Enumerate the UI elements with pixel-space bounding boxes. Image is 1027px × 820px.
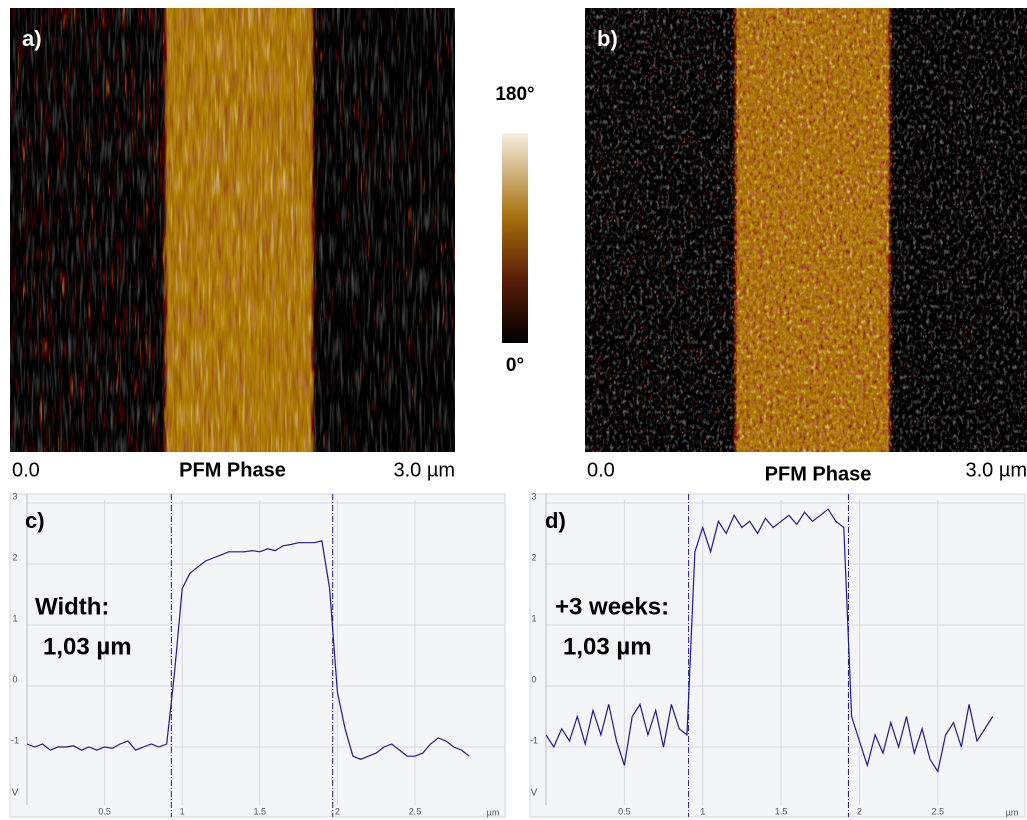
annotation: +3 weeks:: [555, 593, 669, 620]
x-tick-label: 1.5: [775, 806, 788, 816]
colorbar-label: 0°: [506, 355, 524, 376]
y-tick-label: 3: [531, 491, 536, 501]
x-axis-label: µm: [1006, 807, 1019, 817]
y-tick-label: 1: [531, 613, 536, 623]
y-tick-label: 0: [531, 674, 536, 684]
y-tick-label: 1: [12, 613, 17, 623]
x-tick-label: 2: [335, 806, 340, 816]
annotation: 1,03 µm: [563, 633, 652, 660]
y-tick-label: -1: [530, 735, 538, 745]
x-tick-label: 0.5: [618, 806, 631, 816]
x-tick-label: 1.5: [254, 806, 267, 816]
y-axis-label: V: [12, 788, 19, 799]
y-tick-label: 2: [12, 552, 17, 562]
colorbar-label: 180°: [495, 84, 534, 105]
panel-label: d): [545, 508, 566, 533]
panel-label: c): [25, 508, 45, 533]
pfm-image: [10, 8, 455, 452]
y-tick-label: 3: [12, 491, 17, 501]
x-tick-label: 2.5: [409, 806, 422, 816]
annotation: Width:: [35, 593, 109, 620]
profile-line: [545, 508, 994, 774]
y-tick-label: -1: [11, 735, 19, 745]
x-tick-label: 0.5: [98, 806, 111, 816]
annotation: 1,03 µm: [43, 633, 132, 660]
y-tick-label: 0: [12, 674, 17, 684]
x-axis-label: PFM Phase: [765, 463, 872, 485]
plot-background: [529, 493, 1026, 818]
plot-background: [9, 493, 506, 818]
colorbar: [502, 133, 528, 343]
panel-label: b): [597, 26, 618, 51]
x-tick-label: 1: [180, 806, 185, 816]
x-axis-label: µm: [487, 807, 500, 817]
x-tick-label: 3.0 µm: [393, 459, 455, 481]
x-tick-label: 2: [857, 806, 862, 816]
x-tick-label: 2.5: [932, 806, 945, 816]
y-tick-label: 2: [531, 552, 536, 562]
x-tick-label: 1: [700, 806, 705, 816]
x-tick-label: 3.0 µm: [965, 459, 1027, 481]
panel-label: a): [22, 26, 42, 51]
x-tick-label: 0.0: [12, 459, 40, 481]
profile-line: [26, 540, 470, 760]
y-axis-label: V: [531, 788, 538, 799]
pfm-image: [585, 8, 1027, 452]
x-tick-label: 0.0: [587, 459, 615, 481]
x-axis-label: PFM Phase: [179, 459, 286, 481]
